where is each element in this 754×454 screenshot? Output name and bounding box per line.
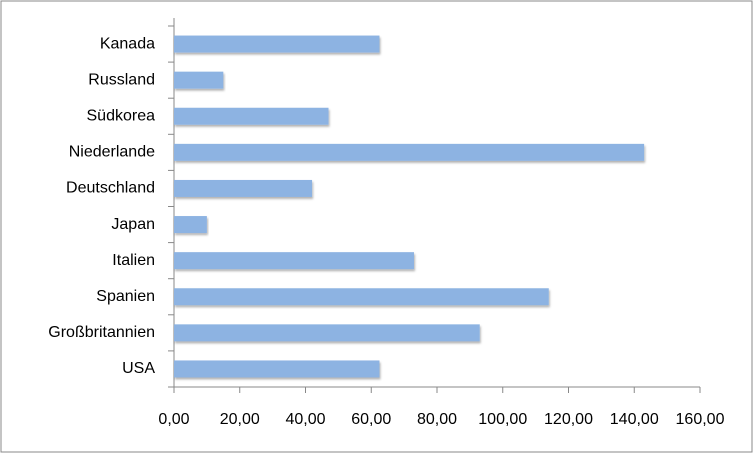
y-tick-label: Italien: [112, 252, 155, 269]
x-tick-label: 0,00: [158, 411, 189, 428]
bar: [174, 71, 224, 89]
x-tick-label: 40,00: [285, 411, 325, 428]
x-tick-label: 100,00: [478, 411, 527, 428]
y-tick-label: Kanada: [100, 35, 155, 52]
bar: [174, 360, 380, 378]
y-tick-label: USA: [122, 360, 155, 377]
y-tick-label: Spanien: [96, 288, 155, 305]
x-tick-label: 80,00: [417, 411, 457, 428]
bar: [174, 107, 329, 125]
bar: [174, 252, 414, 270]
x-tick-label: 120,00: [544, 411, 593, 428]
bar: [174, 324, 480, 342]
y-tick-label: Japan: [111, 216, 155, 233]
bar: [174, 143, 645, 161]
x-tick-label: 20,00: [220, 411, 260, 428]
bar: [174, 216, 207, 234]
bar: [174, 179, 313, 197]
x-tick-label: 60,00: [351, 411, 391, 428]
y-tick-label: Deutschland: [66, 180, 155, 197]
x-tick-label: 160,00: [676, 411, 725, 428]
y-tick-label: Niederlande: [69, 144, 155, 161]
y-tick-label: Südkorea: [87, 107, 156, 124]
bar: [174, 288, 549, 306]
y-tick-label: Russland: [88, 71, 155, 88]
y-tick-label: Großbritannien: [48, 324, 155, 341]
x-tick-label: 140,00: [610, 411, 659, 428]
bar: [174, 35, 380, 53]
